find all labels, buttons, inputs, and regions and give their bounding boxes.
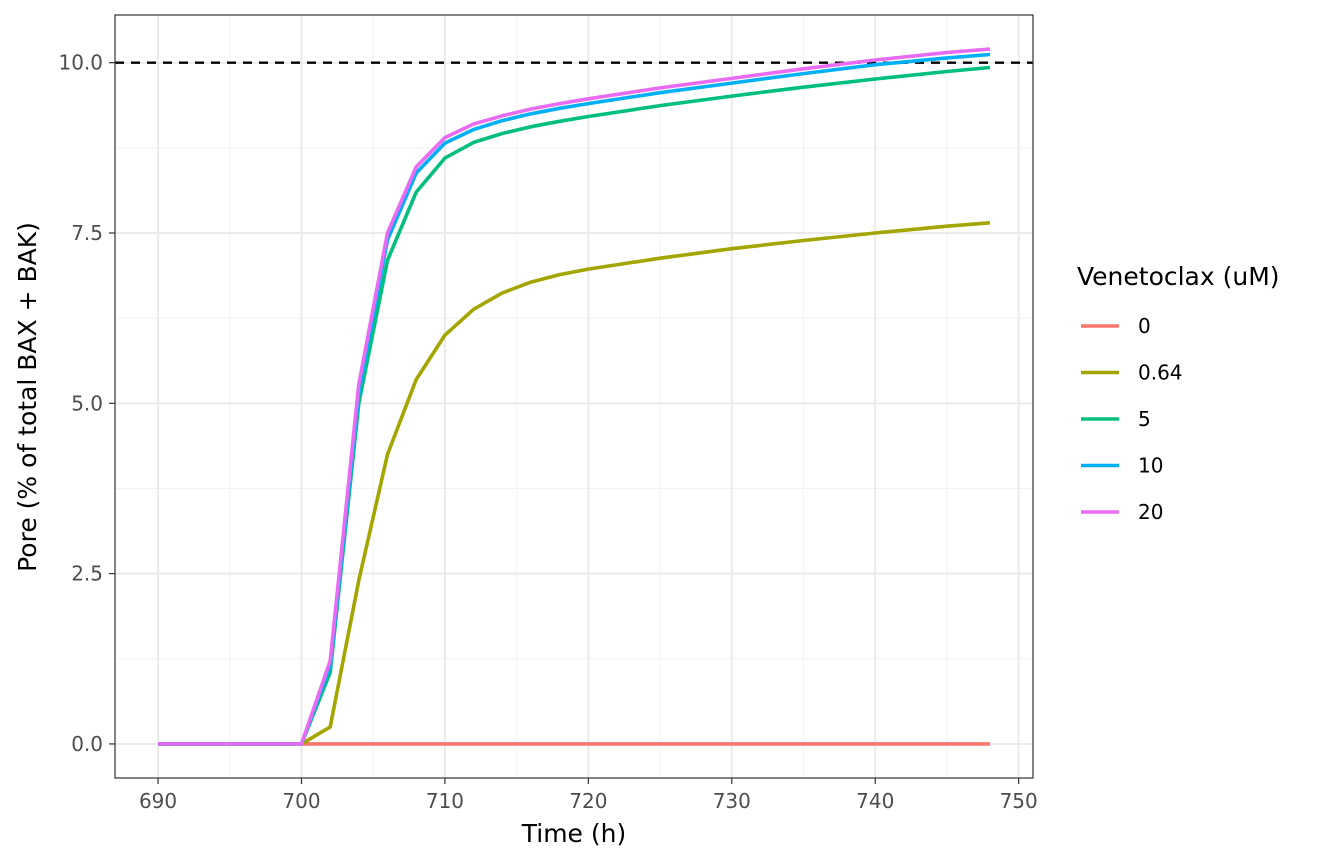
legend-label-20: 20 (1138, 500, 1163, 524)
x-axis-title: Time (h) (521, 819, 626, 848)
series-line-20 (158, 47, 991, 746)
legend-label-0: 0 (1138, 314, 1151, 338)
legend-label-10: 10 (1138, 454, 1163, 478)
y-tick-label: 0.0 (71, 732, 103, 756)
y-axis: 0.0 2.5 5.0 7.5 10.0 (58, 51, 115, 756)
legend-label-5: 5 (1138, 407, 1151, 431)
y-tick-label: 10.0 (58, 51, 103, 75)
plot-panel (115, 15, 1033, 778)
y-tick-label: 5.0 (71, 391, 103, 415)
y-tick-label: 7.5 (71, 221, 103, 245)
x-tick-label: 750 (1000, 789, 1038, 813)
x-tick-label: 740 (856, 789, 894, 813)
legend: Venetoclax (uM) 0 0.64 5 10 20 (1077, 262, 1280, 524)
legend-title: Venetoclax (uM) (1077, 262, 1280, 291)
series-lines (158, 47, 991, 746)
x-tick-label: 720 (569, 789, 607, 813)
x-tick-label: 690 (139, 789, 177, 813)
x-tick-label: 710 (426, 789, 464, 813)
x-axis: 690 700 710 720 730 740 750 (139, 778, 1038, 813)
y-axis-title: Pore (% of total BAX + BAK) (13, 222, 42, 572)
x-tick-label: 700 (282, 789, 320, 813)
plot-border (114, 14, 1034, 779)
legend-label-0.64: 0.64 (1138, 361, 1183, 385)
y-tick-label: 2.5 (71, 562, 103, 586)
series-line-0.64 (158, 221, 991, 746)
x-tick-label: 730 (713, 789, 751, 813)
